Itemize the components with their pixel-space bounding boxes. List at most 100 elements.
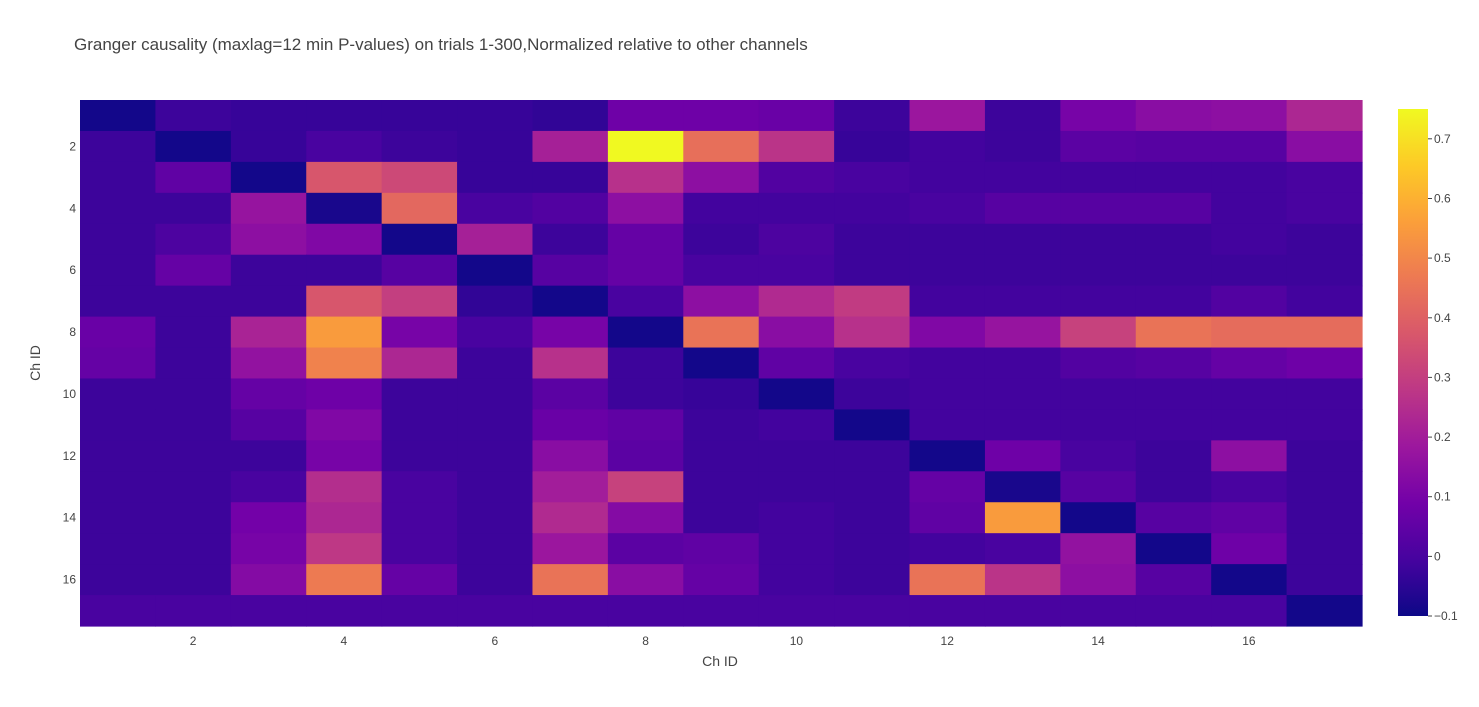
heatmap-cell: [457, 347, 534, 380]
heatmap-cell: [80, 595, 157, 627]
heatmap-cell: [758, 347, 835, 380]
heatmap-cell: [532, 130, 609, 163]
x-tick-label: 12: [941, 634, 955, 648]
heatmap-cell: [155, 192, 232, 225]
heatmap-cell: [758, 316, 835, 349]
heatmap-cell: [909, 533, 986, 565]
heatmap-cell: [306, 316, 383, 349]
colorbar-tick-label: 0.6: [1434, 192, 1451, 206]
heatmap-cell: [306, 254, 383, 287]
heatmap-cell: [909, 564, 986, 596]
heatmap-cell: [607, 130, 684, 163]
heatmap-cell: [683, 254, 760, 287]
heatmap-cell: [758, 533, 835, 565]
heatmap-cell: [1135, 378, 1212, 411]
heatmap-cell: [683, 316, 760, 349]
heatmap-cell: [1060, 161, 1137, 194]
heatmap-cell: [80, 409, 157, 441]
heatmap-cell: [1211, 440, 1288, 472]
heatmap-cell: [984, 471, 1061, 503]
heatmap-cell: [1286, 254, 1363, 287]
heatmap-cell: [80, 100, 157, 132]
heatmap-cell: [532, 378, 609, 411]
colorbar-tick-label: 0.2: [1434, 430, 1451, 444]
y-tick-label: 12: [63, 449, 77, 463]
y-tick-label: 2: [69, 139, 76, 153]
heatmap-cell: [381, 595, 458, 627]
heatmap-cell: [834, 316, 911, 349]
heatmap-cell: [1060, 564, 1137, 596]
heatmap-cell: [306, 130, 383, 163]
heatmap-cell: [607, 533, 684, 565]
heatmap-cell: [381, 223, 458, 256]
heatmap-cell: [1135, 285, 1212, 318]
heatmap-cell: [1286, 285, 1363, 318]
heatmap-cell: [457, 564, 534, 596]
x-tick-label: 2: [190, 634, 197, 648]
heatmap-cell: [683, 192, 760, 225]
heatmap-cell: [155, 378, 232, 411]
y-tick-label: 10: [63, 387, 77, 401]
heatmap-cell: [381, 378, 458, 411]
heatmap-cell: [607, 254, 684, 287]
heatmap-cell: [984, 316, 1061, 349]
heatmap-cell: [306, 409, 383, 441]
heatmap-cell: [984, 254, 1061, 287]
heatmap-cell: [532, 347, 609, 380]
heatmap-cell: [457, 130, 534, 163]
heatmap-cell: [1286, 378, 1363, 411]
heatmap-cell: [909, 161, 986, 194]
heatmap-cell: [1211, 285, 1288, 318]
heatmap-cell: [607, 285, 684, 318]
heatmap-cell: [306, 564, 383, 596]
heatmap-cell: [758, 502, 835, 534]
heatmap-cell: [1060, 595, 1137, 627]
heatmap-cell: [1211, 100, 1288, 132]
heatmap-cell: [1211, 502, 1288, 534]
heatmap-cell: [758, 564, 835, 596]
x-tick-label: 4: [341, 634, 348, 648]
heatmap-cell: [607, 223, 684, 256]
heatmap-cell: [230, 347, 307, 380]
heatmap-cell: [1135, 130, 1212, 163]
heatmap-cell: [1211, 595, 1288, 627]
heatmap-cell: [532, 533, 609, 565]
heatmap-cell: [532, 409, 609, 441]
heatmap-cell: [1135, 161, 1212, 194]
heatmap-cell: [1060, 471, 1137, 503]
heatmap-cell: [683, 595, 760, 627]
heatmap-cell: [607, 192, 684, 225]
heatmap-cell: [909, 409, 986, 441]
heatmap-cell: [230, 409, 307, 441]
heatmap-cell: [909, 378, 986, 411]
heatmap-cell: [1286, 564, 1363, 596]
heatmap-cell: [155, 502, 232, 534]
heatmap-cell: [306, 502, 383, 534]
heatmap-cell: [834, 223, 911, 256]
heatmap-cell: [230, 595, 307, 627]
colorbar-tick-label: 0.3: [1434, 370, 1451, 384]
heatmap-cell: [607, 440, 684, 472]
x-tick-label: 6: [491, 634, 498, 648]
heatmap-cell: [1060, 285, 1137, 318]
heatmap-cell: [381, 130, 458, 163]
heatmap-cell: [381, 192, 458, 225]
heatmap-cell: [834, 564, 911, 596]
heatmap-cell: [1286, 533, 1363, 565]
heatmap-cell: [80, 502, 157, 534]
heatmap-cell: [381, 100, 458, 132]
heatmap-cell: [683, 285, 760, 318]
heatmap-cell: [758, 440, 835, 472]
heatmap-cell: [1135, 533, 1212, 565]
heatmap-cell: [381, 161, 458, 194]
heatmap-cell: [1060, 502, 1137, 534]
heatmap-cell: [984, 440, 1061, 472]
heatmap-cell: [834, 100, 911, 132]
heatmap-cell: [984, 130, 1061, 163]
heatmap-cell: [381, 316, 458, 349]
heatmap-cell: [1060, 192, 1137, 225]
y-tick-label: 16: [63, 573, 77, 587]
heatmap-cell: [1060, 100, 1137, 132]
heatmap-cell: [230, 471, 307, 503]
heatmap-cell: [984, 564, 1061, 596]
